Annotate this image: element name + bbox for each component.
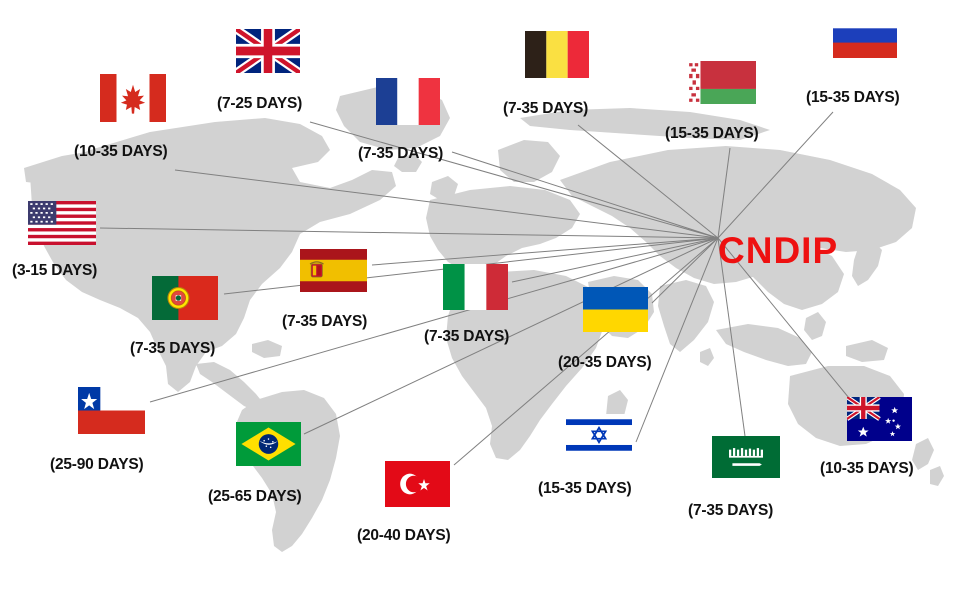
delivery-time-label: (3-15 DAYS) [12,262,98,279]
turkey-flag [385,461,450,507]
france-flag [376,78,440,125]
delivery-time-label: (15-35 DAYS) [806,89,900,106]
delivery-time-label: (7-35 DAYS) [424,328,510,345]
belarus-flag [688,61,756,104]
route-line [651,237,719,304]
route-line [717,147,731,239]
route-line [451,151,719,239]
delivery-time-label: (25-90 DAYS) [50,456,144,473]
route-line [511,237,719,283]
brazil-flag [236,422,301,466]
route-line [717,111,834,239]
route-line [309,121,719,239]
route-line [303,237,719,435]
ukraine-flag [583,287,648,332]
delivery-time-label: (20-40 DAYS) [357,527,451,544]
route-line [635,237,719,443]
delivery-time-label: (7-35 DAYS) [503,100,589,117]
route-line [453,237,719,466]
route-line [149,237,719,403]
delivery-time-label: (15-35 DAYS) [538,480,632,497]
chile-flag [78,387,145,434]
route-line [717,237,850,399]
canada-flag [100,74,166,122]
route-line [577,124,719,239]
delivery-time-label: (10-35 DAYS) [74,143,168,160]
delivery-time-label: (7-35 DAYS) [688,502,774,519]
delivery-time-label: (25-65 DAYS) [208,488,302,505]
delivery-time-label: (15-35 DAYS) [665,125,759,142]
delivery-time-label: (7-35 DAYS) [358,145,444,162]
delivery-time-label: (20-35 DAYS) [558,354,652,371]
italy-flag [443,264,508,310]
australia-flag [847,397,912,441]
route-line [371,237,719,266]
route-line [99,227,719,239]
saudi-arabia-flag [712,436,780,478]
delivery-time-label: (10-35 DAYS) [820,460,914,477]
belgium-flag [525,31,589,78]
route-line [717,237,746,437]
delivery-time-label: (7-25 DAYS) [217,95,303,112]
spain-flag [300,249,367,292]
hub-label-cndip: CNDIP [718,230,839,271]
russia-flag [833,14,897,58]
uk-flag [236,29,300,73]
usa-flag [28,201,96,245]
route-line [174,169,719,239]
delivery-time-label: (7-35 DAYS) [282,313,368,330]
israel-flag [566,414,632,456]
delivery-time-label: (7-35 DAYS) [130,340,216,357]
portugal-flag [152,276,218,320]
